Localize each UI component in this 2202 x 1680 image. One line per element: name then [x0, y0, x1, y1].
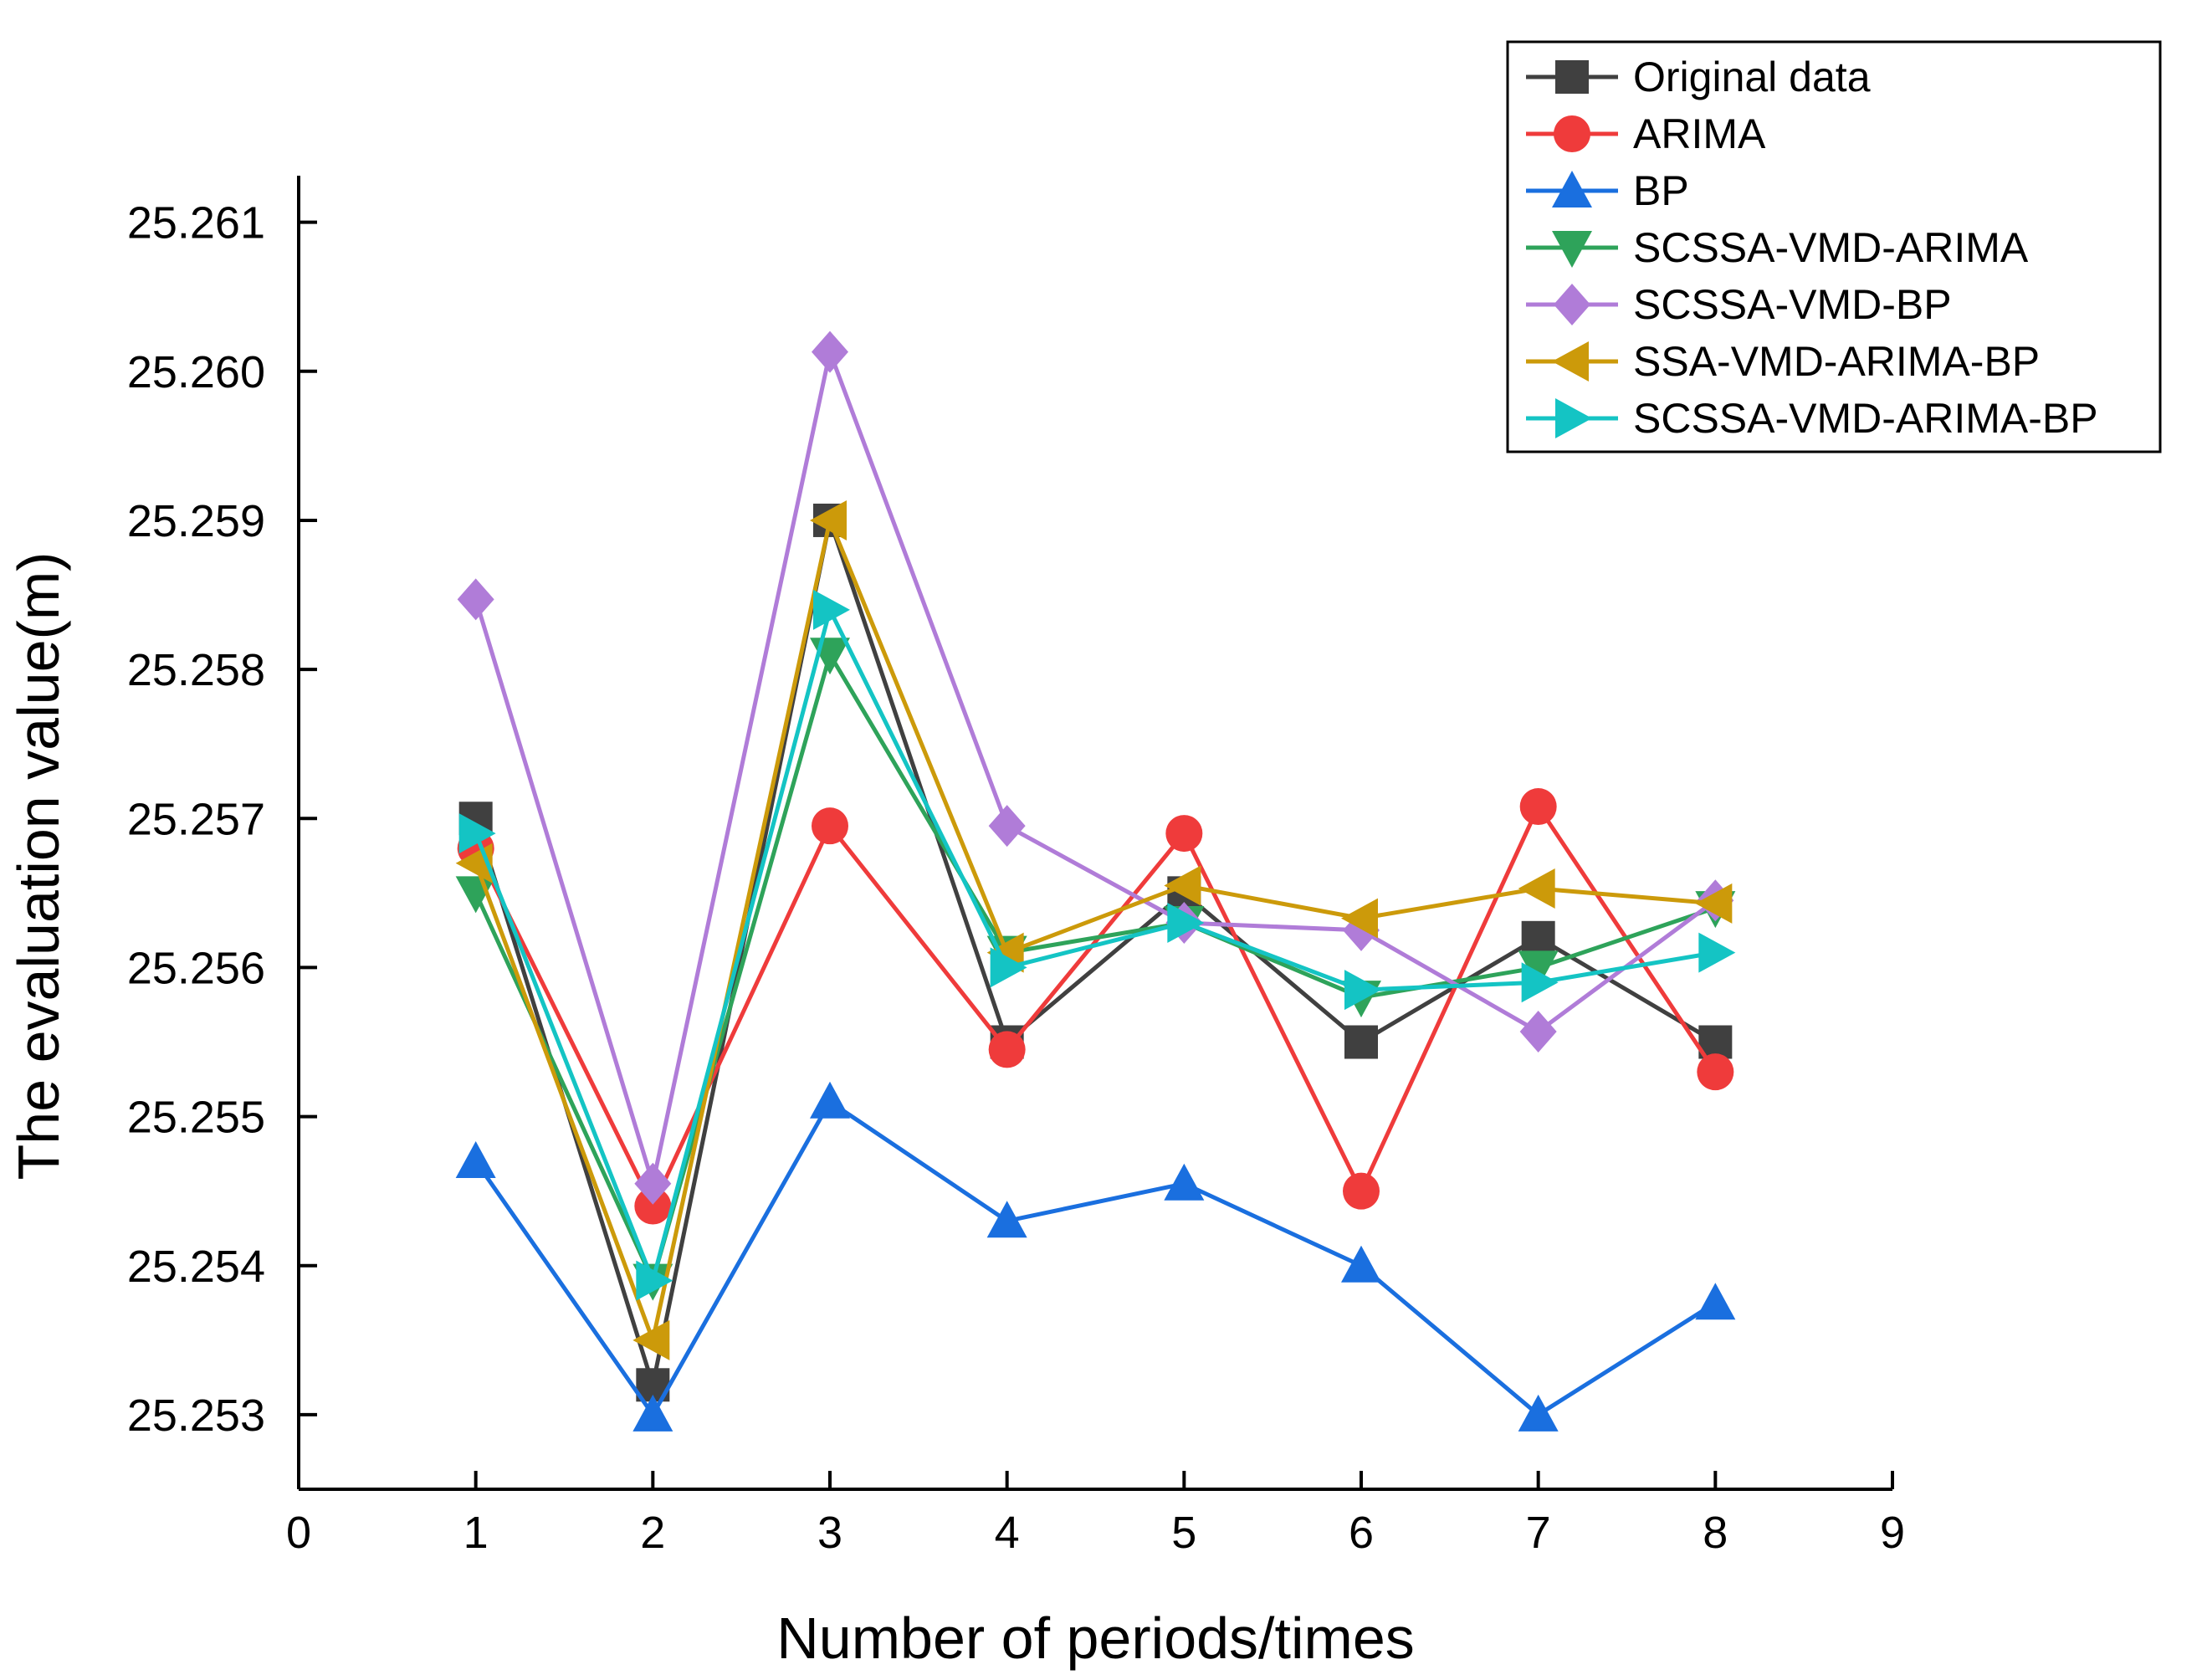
- legend-item: SCSSA-VMD-ARIMA-BP: [1526, 395, 2098, 442]
- data-point: [1697, 1053, 1734, 1091]
- x-tick-label: 5: [1171, 1508, 1196, 1558]
- legend-marker: [1555, 60, 1589, 94]
- series-line: [474, 518, 1716, 1343]
- data-point: [812, 330, 848, 373]
- data-point: [1518, 1394, 1559, 1432]
- data-point: [1341, 1245, 1381, 1283]
- series-scssa-vmd-bp: [457, 330, 1734, 1205]
- legend-marker: [1555, 398, 1592, 438]
- legend-item: Original data: [1526, 54, 1871, 100]
- data-point: [1695, 883, 1733, 924]
- series-group: [455, 330, 1736, 1432]
- data-point: [1518, 868, 1555, 909]
- data-point: [813, 589, 850, 630]
- data-point: [1518, 950, 1559, 988]
- x-tick-label: 0: [286, 1508, 311, 1558]
- legend-item: ARIMA: [1526, 110, 1766, 157]
- data-point: [636, 1260, 673, 1301]
- data-point: [457, 578, 494, 621]
- data-point: [1165, 815, 1203, 853]
- legend-marker: [1552, 341, 1589, 382]
- legend-label: SCSSA-VMD-ARIMA-BP: [1633, 395, 2098, 442]
- data-point: [990, 947, 1027, 988]
- legend-marker: [1554, 115, 1590, 152]
- data-point: [810, 499, 847, 540]
- series-scssa-vmd-arima-bp: [458, 589, 1736, 1301]
- data-point: [812, 807, 848, 845]
- legend-label: ARIMA: [1633, 110, 1766, 157]
- legend: Original data ARIMA BP SCSSA-VMD-ARIMA SCSSA…: [1506, 40, 2162, 453]
- data-point: [986, 1201, 1027, 1238]
- data-point: [1344, 970, 1381, 1011]
- series-bp: [455, 1081, 1736, 1432]
- legend-label: BP: [1633, 167, 1689, 214]
- legend-item: SCSSA-VMD-BP: [1526, 281, 1952, 328]
- legend-item: SSA-VMD-ARIMA-BP: [1526, 338, 2040, 385]
- series-line: [474, 607, 1716, 1283]
- data-point: [1167, 902, 1205, 943]
- y-tick-label: 25.261: [127, 198, 265, 248]
- data-point: [988, 805, 1026, 848]
- legend-item: SCSSA-VMD-ARIMA: [1526, 224, 2029, 271]
- data-point: [1343, 1172, 1380, 1210]
- y-tick-label: 25.256: [127, 943, 265, 993]
- series-line: [474, 350, 1717, 1186]
- data-point: [634, 1162, 672, 1205]
- y-tick-label: 25.257: [127, 794, 265, 844]
- y-tick-label: 25.260: [127, 347, 265, 397]
- legend-label: SCSSA-VMD-ARIMA: [1633, 224, 2029, 271]
- legend-label: SCSSA-VMD-BP: [1633, 281, 1952, 328]
- legend-marker: [1554, 284, 1590, 325]
- x-axis-title: Number of periods/times: [776, 1606, 1415, 1671]
- data-point: [810, 1081, 850, 1119]
- legend-label: Original data: [1633, 54, 1871, 100]
- data-point: [634, 1187, 672, 1225]
- axes: 0 1 2 3 4 5 6 7 8 9 25.253 25.254 25.255 25.256 25.257…: [127, 176, 1905, 1558]
- data-point: [1164, 865, 1201, 906]
- series-line: [474, 518, 1717, 1387]
- series-line: [474, 1099, 1717, 1417]
- x-tick-label: 2: [640, 1508, 665, 1558]
- legend-label: SSA-VMD-ARIMA-BP: [1633, 338, 2040, 385]
- legend-marker: [1552, 231, 1592, 268]
- series-ssa-vmd-arima-bp: [455, 499, 1733, 1360]
- x-tick-label: 9: [1880, 1508, 1905, 1558]
- x-tick-label: 3: [817, 1508, 842, 1558]
- data-point: [988, 1031, 1026, 1068]
- y-tick-label: 25.254: [127, 1242, 265, 1292]
- data-point: [1519, 1011, 1557, 1053]
- data-point: [1521, 962, 1559, 1003]
- series-line: [474, 804, 1718, 1208]
- data-point: [458, 813, 496, 854]
- x-tick-label: 4: [995, 1508, 1020, 1558]
- y-tick-label: 25.259: [127, 496, 265, 546]
- series-arima: [457, 788, 1734, 1225]
- data-point: [1521, 920, 1555, 955]
- y-tick-label: 25.253: [127, 1391, 265, 1441]
- data-point: [1695, 1283, 1736, 1320]
- legend-item: BP: [1526, 167, 1689, 214]
- legend-marker: [1552, 171, 1592, 207]
- x-tick-label: 1: [463, 1508, 489, 1558]
- data-point: [1698, 932, 1736, 973]
- y-axis-title: The evaluation value(m): [6, 552, 71, 1181]
- y-tick-label: 25.255: [127, 1093, 265, 1143]
- data-point: [455, 1141, 496, 1179]
- x-tick-label: 7: [1526, 1508, 1551, 1558]
- data-point: [632, 1319, 670, 1360]
- data-point: [632, 1394, 673, 1432]
- x-tick-label: 8: [1703, 1508, 1728, 1558]
- data-point: [1341, 898, 1378, 939]
- y-tick-label: 25.258: [127, 645, 265, 695]
- data-point: [1519, 788, 1557, 826]
- data-point: [1344, 1025, 1378, 1059]
- x-tick-label: 6: [1349, 1508, 1374, 1558]
- data-point: [1164, 1163, 1205, 1201]
